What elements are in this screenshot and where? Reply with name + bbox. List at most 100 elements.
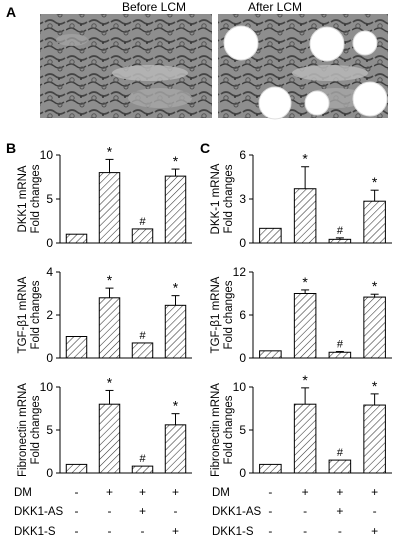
bar <box>293 403 317 474</box>
bar <box>259 350 282 359</box>
bar <box>98 403 121 474</box>
significance-mark: * <box>372 278 378 294</box>
condition-mark: - <box>75 524 79 538</box>
condition-mark: + <box>371 524 378 538</box>
y-tick-label: 2 <box>46 308 53 322</box>
significance-mark: # <box>337 225 344 237</box>
condition-mark: + <box>371 485 378 499</box>
lcm-hole <box>352 81 388 117</box>
y-tick-label: 5 <box>46 192 53 206</box>
condition-mark: - <box>108 504 112 518</box>
lcm-hole <box>223 25 259 61</box>
y-axis-label: DKK-1 mRNAFold changes <box>210 163 235 234</box>
significance-mark: * <box>107 143 113 159</box>
y-axis-label: Fibronectin mRNAFold changes <box>17 383 42 477</box>
bar <box>65 233 88 244</box>
bar <box>131 465 154 474</box>
y-tick-label: 0 <box>46 351 53 365</box>
condition-mark: + <box>302 485 309 499</box>
significance-mark: * <box>107 374 113 390</box>
y-axis-label: TGF-β1 mRNAFold changes <box>17 276 42 353</box>
condition-table: DM - + + +DKK1-AS - - + -DKK1-S - - - +DM - + + +DKK1-AS… <box>14 485 378 538</box>
y-tick-label: 3 <box>239 192 246 206</box>
condition-mark: - <box>268 504 272 518</box>
y-axis-label-line: TGF-β1 mRNA <box>210 276 222 353</box>
y-axis-label-line: Fibronectin mRNA <box>210 383 222 477</box>
y-axis-label: TGF-β1 mRNAFold changes <box>210 276 235 353</box>
condition-mark: - <box>141 524 145 538</box>
significance-mark: # <box>337 339 344 351</box>
condition-mark: + <box>336 504 343 518</box>
bar <box>131 342 154 359</box>
condition-label: DKK1-AS <box>212 506 262 518</box>
condition-mark: + <box>336 485 343 499</box>
bar <box>363 200 386 244</box>
y-axis-label-line: Fibronectin mRNA <box>17 383 29 477</box>
y-tick-label: 6 <box>239 148 246 162</box>
significance-mark: * <box>173 153 179 169</box>
condition-mark: - <box>75 485 79 499</box>
y-tick-label: 0 <box>46 466 53 480</box>
condition-label: DM <box>14 487 32 499</box>
y-tick-label: 5 <box>239 423 246 437</box>
condition-mark: - <box>174 504 178 518</box>
condition-mark: + <box>139 485 146 499</box>
bar <box>259 227 282 244</box>
y-tick-label: 12 <box>233 265 247 279</box>
lcm-hole <box>352 30 378 56</box>
y-axis-label-line: Fold changes <box>223 164 235 233</box>
condition-mark: - <box>303 524 307 538</box>
significance-mark: * <box>372 174 378 190</box>
y-tick-label: 0 <box>239 466 246 480</box>
condition-label: DKK1-S <box>14 526 56 538</box>
y-axis-label-line: Fold changes <box>223 395 235 464</box>
y-tick-label: 10 <box>233 380 247 394</box>
significance-mark: * <box>302 372 308 388</box>
y-axis-label-line: Fold changes <box>30 395 42 464</box>
significance-mark: # <box>139 216 146 228</box>
bar <box>293 293 317 359</box>
significance-mark: # <box>337 447 344 459</box>
significance-mark: * <box>173 398 179 414</box>
y-axis-label-line: Fold changes <box>30 280 42 349</box>
bar <box>164 424 187 474</box>
before-lcm-caption: Before LCM <box>122 0 186 14</box>
y-axis-label-line: Fold changes <box>223 280 235 349</box>
bar <box>363 296 386 359</box>
bar <box>328 238 352 244</box>
y-tick-label: 10 <box>40 380 54 394</box>
significance-mark: * <box>107 272 113 288</box>
condition-mark: - <box>268 485 272 499</box>
condition-mark: + <box>139 504 146 518</box>
y-tick-label: 0 <box>239 236 246 250</box>
significance-mark: * <box>173 280 179 296</box>
after-lcm-image: After LCM <box>218 0 388 120</box>
significance-mark: # <box>139 330 146 342</box>
bar <box>65 463 88 474</box>
bar <box>131 228 154 244</box>
bar <box>293 188 317 244</box>
y-tick-label: 4 <box>46 265 53 279</box>
chart-c-1: 0 3 6 DKK-1 mRNAFold changes * # * <box>210 148 392 250</box>
lcm-hole <box>258 86 292 120</box>
condition-mark: - <box>108 524 112 538</box>
condition-mark: - <box>373 504 377 518</box>
chart-b-1: 0 5 10 DKK1 mRNAFold changes * # * <box>17 143 192 250</box>
bar <box>65 336 88 359</box>
y-axis-label-line: DKK-1 mRNA <box>210 163 222 234</box>
y-axis-label: Fibronectin mRNAFold changes <box>210 383 235 477</box>
y-tick-label: 0 <box>46 236 53 250</box>
significance-mark: # <box>139 453 146 465</box>
y-tick-label: 5 <box>46 423 53 437</box>
bar <box>328 351 352 359</box>
lcm-hole <box>304 90 330 116</box>
bar <box>98 297 121 359</box>
lcm-hole <box>309 26 345 62</box>
significance-mark: * <box>372 378 378 394</box>
before-lcm-image: Before LCM <box>40 0 212 118</box>
y-axis-label: DKK1 mRNAFold changes <box>17 164 42 233</box>
bar-charts: 0 5 10 DKK1 mRNAFold changes * # * 0 2 4 TGF-β1 mR… <box>17 143 392 480</box>
